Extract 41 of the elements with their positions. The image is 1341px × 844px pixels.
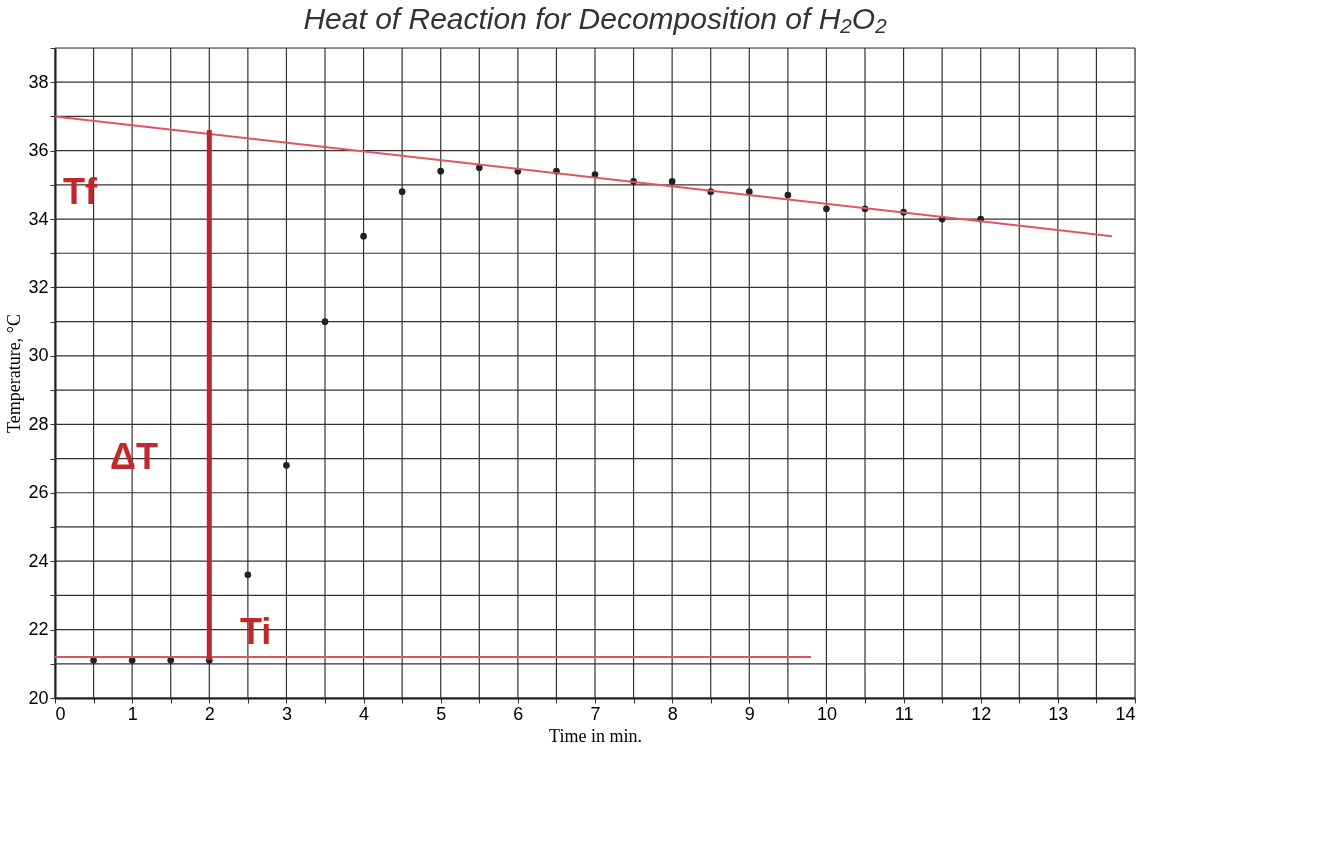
point [167,657,175,664]
y-tick-label: 26 [28,482,49,503]
point [668,178,676,185]
x-tick-label: 6 [513,703,524,724]
chart-title: Heat of Reaction for Decomposition of H₂O₂ [303,2,888,35]
y-axis-title: Temperature, °C [4,314,25,433]
point [745,188,753,196]
x-tick-label: 7 [590,703,601,724]
y-tick-label: 34 [28,208,49,229]
x-tick-label: 9 [744,703,755,724]
y-tick-label: 32 [28,276,49,297]
point [244,571,252,579]
x-tick-label: 12 [971,703,992,724]
point [283,462,290,469]
y-tick-label: 22 [28,619,49,640]
x-tick-label: 11 [894,703,914,724]
x-tick-label: 8 [667,703,678,724]
x-tick-label: 13 [1048,703,1069,724]
y-tick-label: 38 [28,71,49,92]
y-tick-label: 36 [28,140,49,161]
x-tick-label: 2 [204,703,215,724]
x-tick-label: 3 [281,703,292,724]
x-tick-label: 1 [127,703,138,724]
x-tick-label: 0 [55,703,66,724]
x-tick-label: 14 [1115,703,1136,724]
point [437,167,445,175]
x-axis-title: Time in min. [549,725,642,746]
y-tick-label: 24 [28,550,49,571]
point [321,318,329,326]
y-tick-label: 20 [28,687,49,708]
x-tick-label: 10 [816,703,837,724]
x-tick-label: 5 [436,703,447,724]
point [398,188,406,196]
point [784,191,792,199]
x-tick-label: 4 [359,703,370,724]
point [823,205,830,213]
point [360,232,367,240]
point [128,657,136,664]
point [90,657,97,664]
y-tick-label: 28 [28,413,49,434]
y-tick-label: 30 [28,345,49,366]
